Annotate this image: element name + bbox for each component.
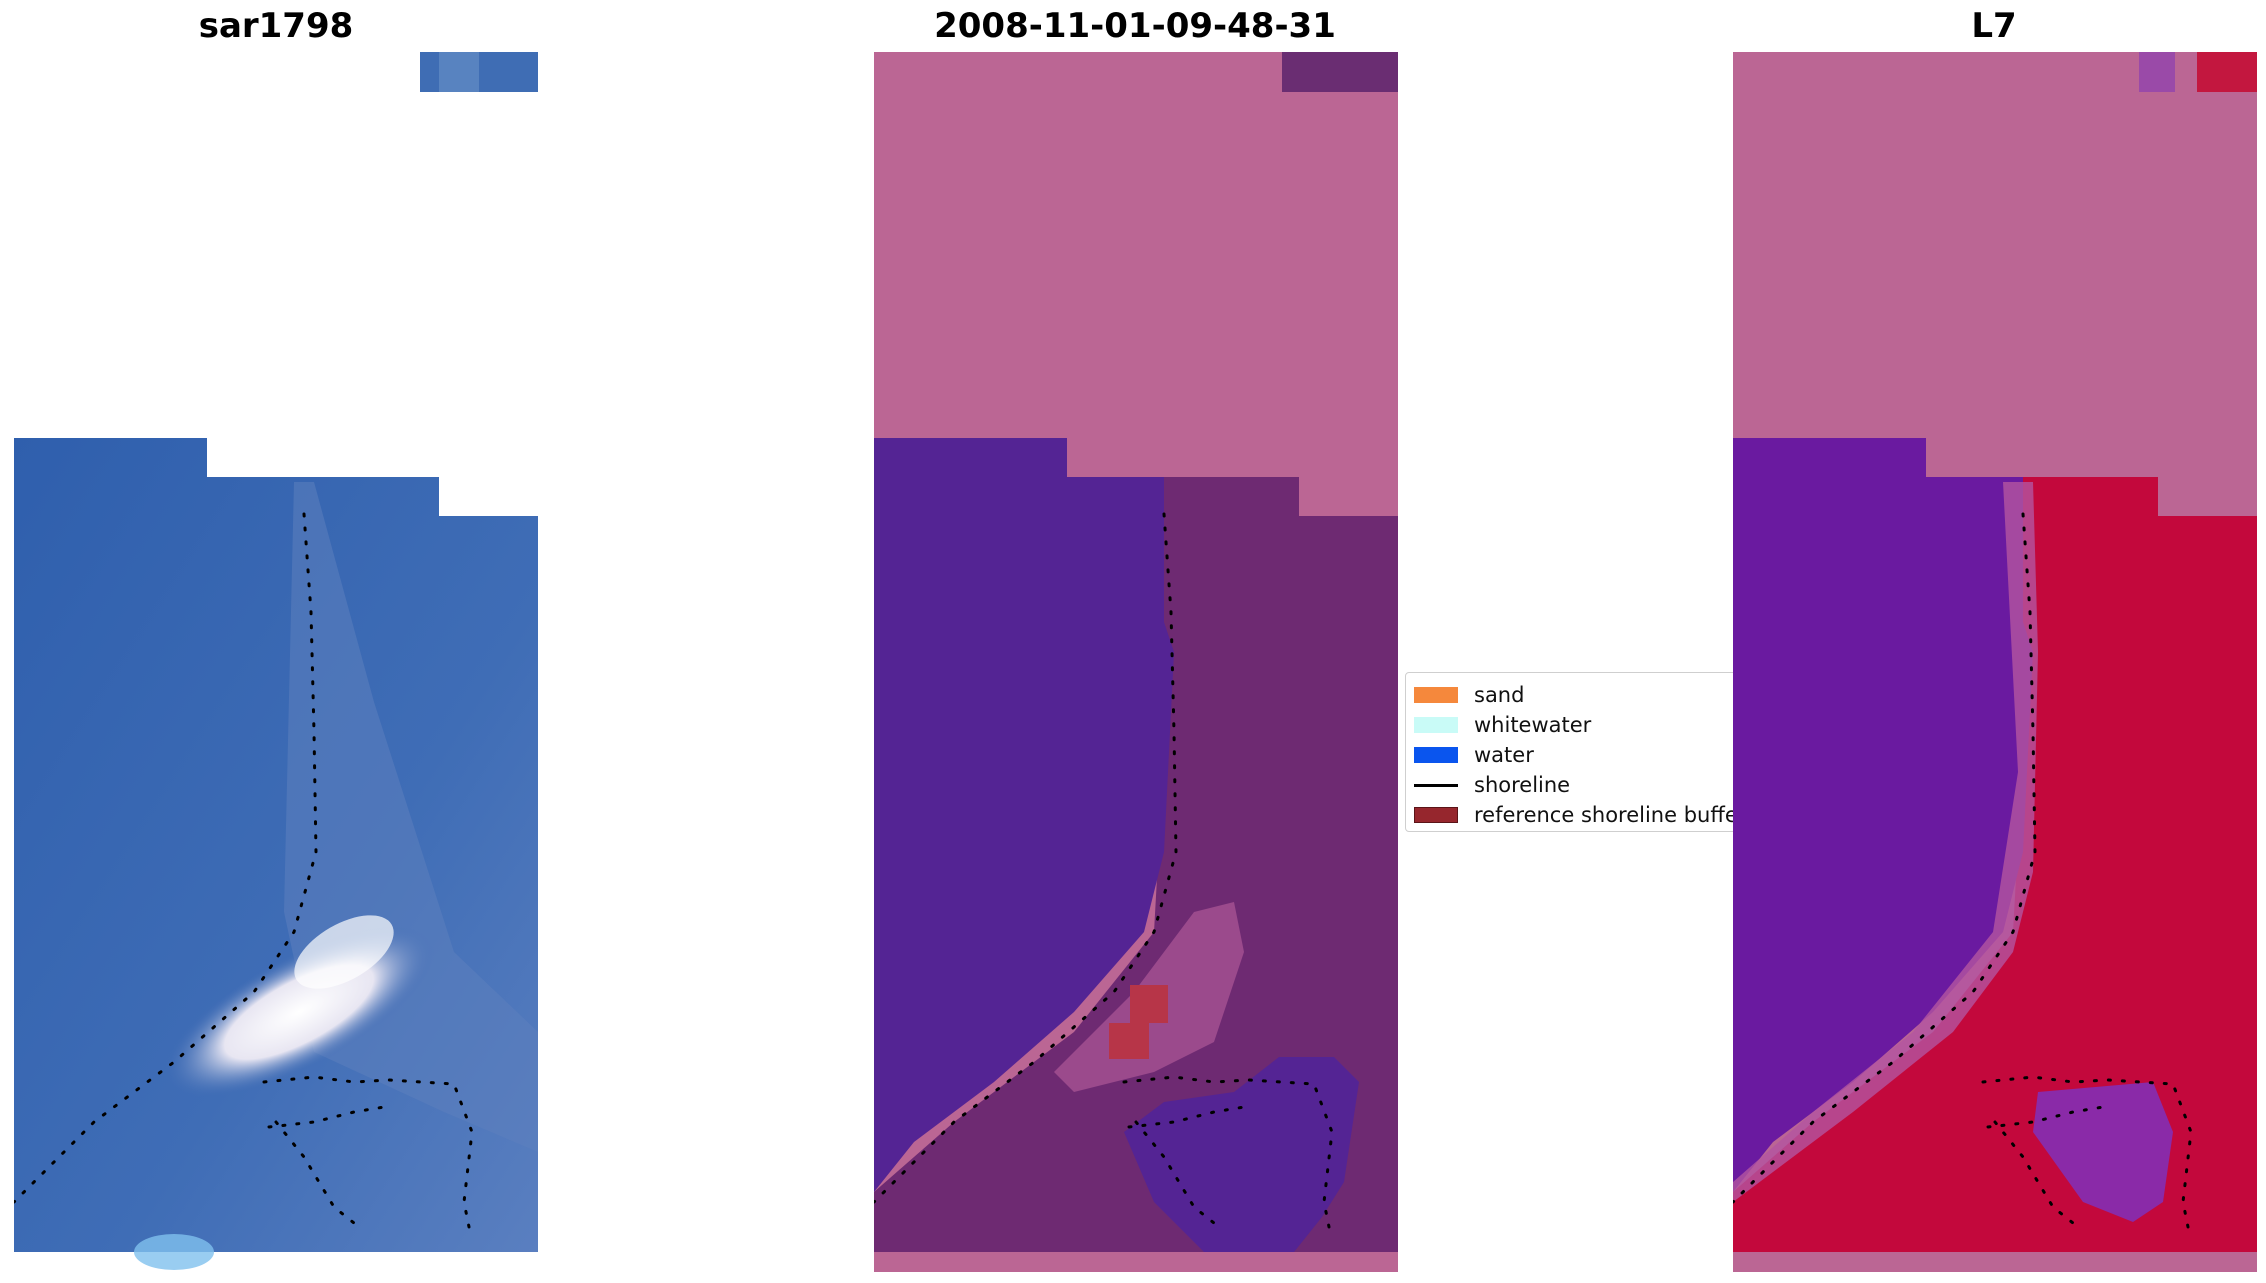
sar-shoreline xyxy=(14,512,474,1229)
satellite-water xyxy=(1733,438,2033,1192)
panel-title-classified: 2008-11-01-09-48-31 xyxy=(934,6,1336,46)
classified-image-panel xyxy=(874,52,1398,1272)
panel-title-sar: sar1798 xyxy=(198,6,354,46)
legend-item-shoreline: shoreline xyxy=(1414,770,1570,800)
sar-image-panel xyxy=(14,52,538,1270)
panel-title-satellite: L7 xyxy=(1971,6,2017,46)
sar-image-body xyxy=(14,438,538,1252)
buffer-swatch xyxy=(1414,807,1458,823)
satellite-panel-overlap xyxy=(1733,672,1749,832)
satellite-shoreline xyxy=(1733,512,2193,1229)
legend-label-shoreline: shoreline xyxy=(1474,773,1571,797)
legend-item-whitewater: whitewater xyxy=(1414,710,1591,740)
legend: sand whitewater water shoreline referenc… xyxy=(1405,672,1747,832)
classified-water xyxy=(874,438,1174,1192)
classified-land xyxy=(874,477,1398,1252)
whitewater-swatch xyxy=(1414,717,1458,733)
classified-shoreline xyxy=(874,512,1334,1229)
legend-item-sand: sand xyxy=(1414,680,1524,710)
legend-item-water: water xyxy=(1414,740,1534,770)
shoreline-line-swatch xyxy=(1414,783,1458,787)
legend-label-water: water xyxy=(1474,743,1534,767)
satellite-image-panel xyxy=(1733,52,2257,1272)
sand-swatch xyxy=(1414,687,1458,703)
classified-sand-patch xyxy=(1130,985,1168,1023)
water-swatch xyxy=(1414,747,1458,763)
satellite-land xyxy=(1733,477,2257,1252)
legend-label-whitewater: whitewater xyxy=(1474,713,1592,737)
legend-label-buffer: reference shoreline buffer xyxy=(1474,803,1747,827)
legend-label-sand: sand xyxy=(1474,683,1525,707)
legend-item-buffer: reference shoreline buffer xyxy=(1414,800,1746,830)
